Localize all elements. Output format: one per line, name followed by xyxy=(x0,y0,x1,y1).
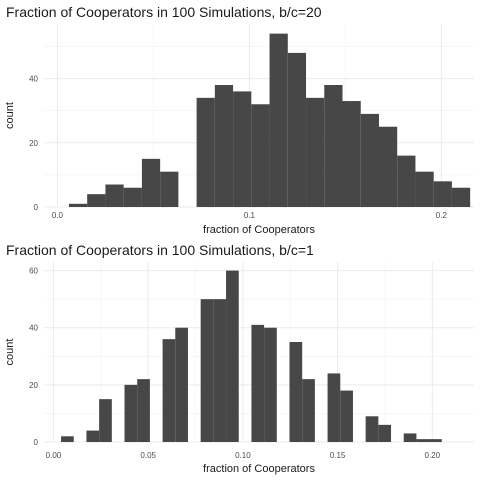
histogram-bar xyxy=(378,424,392,442)
x-tick-label: 0.2 xyxy=(436,211,448,220)
histogram-bar xyxy=(365,416,379,442)
x-tick-label: 0.0 xyxy=(52,211,64,220)
histogram-bar xyxy=(86,430,100,442)
histogram-bar xyxy=(160,171,179,207)
histogram-bar xyxy=(433,181,452,207)
histogram-bar xyxy=(162,339,176,442)
y-axis-title: count xyxy=(4,339,16,366)
y-tick-label: 0 xyxy=(34,203,39,212)
x-tick-label: 0.05 xyxy=(140,451,156,460)
histogram-bar xyxy=(403,433,417,442)
histogram-bar xyxy=(287,52,307,207)
x-tick-label: 0.15 xyxy=(330,451,346,460)
histogram-bar xyxy=(105,184,124,207)
x-tick-label: 0.1 xyxy=(244,211,256,220)
histogram-bar xyxy=(137,379,150,442)
x-tick-label: 0.20 xyxy=(425,451,441,460)
histogram-bar xyxy=(251,104,270,207)
histogram-bar xyxy=(200,299,214,442)
histogram-bar xyxy=(264,327,277,442)
histogram-bar xyxy=(289,342,303,442)
histogram-bar xyxy=(226,270,239,442)
y-axis-title: count xyxy=(4,102,16,129)
histogram-bar xyxy=(233,91,252,207)
histogram-bar xyxy=(416,439,430,442)
y-tick-label: 0 xyxy=(34,438,39,447)
histogram-bar xyxy=(68,203,88,207)
histogram-bar xyxy=(451,187,471,207)
y-tick-label: 40 xyxy=(29,324,38,333)
histogram-bar xyxy=(397,155,416,207)
histogram-bar xyxy=(61,436,74,442)
histogram-bar xyxy=(324,85,343,207)
histogram-bar xyxy=(213,299,227,442)
histogram-bar xyxy=(214,85,234,207)
x-axis-title: fraction of Cooperators xyxy=(203,463,315,475)
histogram-bar xyxy=(415,171,434,207)
chart-title: Fraction of Cooperators in 100 Simulatio… xyxy=(6,4,322,20)
histogram-bar xyxy=(360,113,379,207)
histogram-bar xyxy=(340,390,353,442)
histogram-bar xyxy=(378,126,398,207)
histogram-bar xyxy=(123,187,142,207)
y-tick-label: 20 xyxy=(29,139,38,148)
histogram-bar xyxy=(302,379,315,442)
histogram-bar xyxy=(429,439,442,442)
histogram-bar xyxy=(327,373,341,442)
x-axis-title: fraction of Cooperators xyxy=(203,224,315,236)
histogram-bar xyxy=(196,97,215,207)
y-tick-label: 40 xyxy=(29,75,38,84)
histogram-bar xyxy=(87,194,106,207)
chart-title: Fraction of Cooperators in 100 Simulatio… xyxy=(6,242,314,258)
histogram-bar xyxy=(342,101,361,207)
histogram-bar xyxy=(99,399,112,442)
x-tick-label: 0.00 xyxy=(46,451,62,460)
y-tick-label: 20 xyxy=(29,381,38,390)
histogram-bar xyxy=(251,324,265,442)
histogram-bar xyxy=(175,327,188,442)
histogram-bar xyxy=(306,97,325,207)
histogram-bar xyxy=(124,384,138,442)
histogram-bar xyxy=(141,158,161,207)
y-tick-label: 60 xyxy=(29,267,38,276)
histogram-bar xyxy=(269,33,288,207)
x-tick-label: 0.10 xyxy=(235,451,251,460)
